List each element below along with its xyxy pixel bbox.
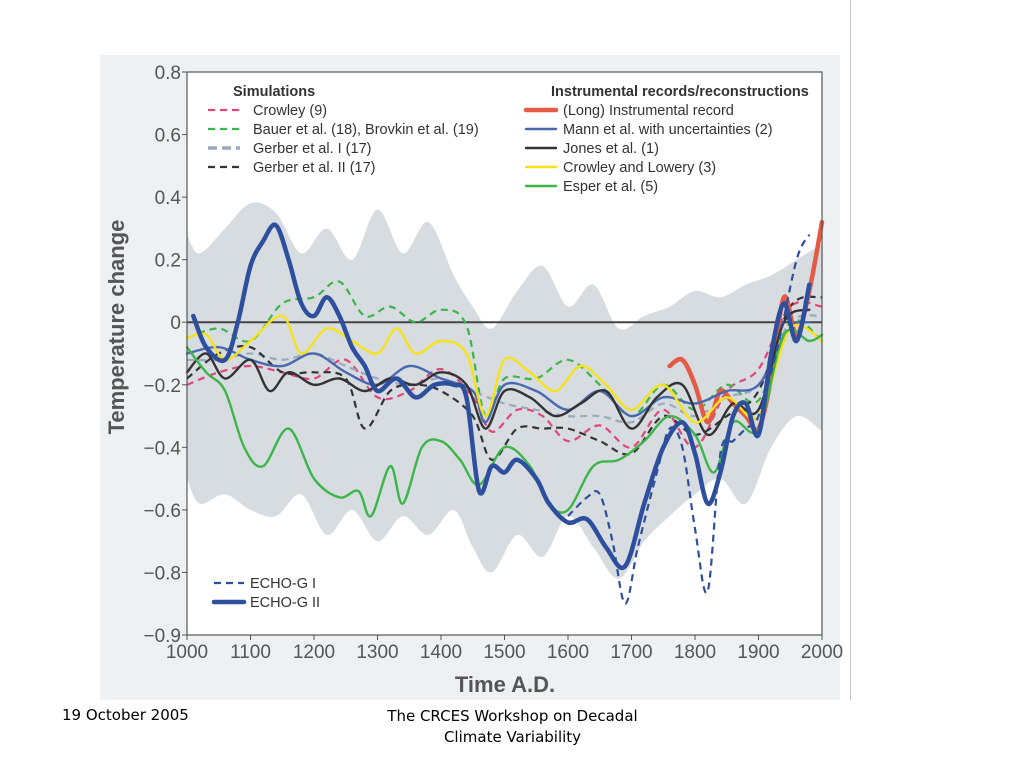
y-axis-label: Temperature change — [104, 220, 129, 435]
legend-label-crowley-and-lowery-3: Crowley and Lowery (3) — [563, 160, 716, 176]
x-tick-label: 1100 — [230, 642, 271, 663]
x-tick-label: 1700 — [610, 642, 652, 663]
series-line-echo-g-i — [567, 234, 811, 605]
y-tick-label: 0.8 — [155, 63, 181, 84]
x-tick-label: 1900 — [737, 642, 779, 663]
series-line-long-instrumental-record — [667, 219, 825, 433]
x-axis-label: Time A.D. — [455, 672, 555, 697]
x-tick-label: 2000 — [801, 642, 843, 663]
series-line-crowley-and-lowery-3 — [185, 314, 824, 424]
slide-divider — [850, 0, 851, 700]
series-line-echo-g-ii — [191, 222, 812, 571]
y-tick-label: 0.6 — [155, 126, 181, 147]
legend-label-echo-g-i: ECHO-G I — [250, 576, 316, 592]
legend-label-gerber-et-al-ii-17: Gerber et al. II (17) — [253, 160, 376, 176]
x-tick-label: 1200 — [293, 642, 335, 663]
y-tick-label: −0.2 — [143, 376, 181, 397]
temperature-chart: 1000 1100 1200 1300 1400 1500 1600 1700 1800 1900… — [100, 55, 843, 700]
x-tick-label: 1400 — [420, 642, 462, 663]
y-tick-label: 0.4 — [155, 188, 182, 209]
legend-label-esper-et-al-5: Esper et al. (5) — [563, 179, 658, 195]
x-tick-label: 1300 — [356, 642, 398, 663]
series-line-jones-et-al-1 — [185, 308, 811, 437]
x-tick-label: 1600 — [547, 642, 589, 663]
legend-title: Simulations — [233, 84, 315, 100]
y-tick-label: −0.8 — [143, 563, 181, 584]
series-line-gerber-et-al-ii-17 — [186, 295, 823, 461]
legend-title: Instrumental records/reconstructions — [551, 84, 809, 100]
legend-label-bauer-et-al-18-brovkin-et-al-19: Bauer et al. (18), Brovkin et al. (19) — [253, 122, 479, 138]
y-tick-label: 0 — [170, 313, 181, 334]
y-tick-label: −0.9 — [143, 626, 181, 647]
footer-date: 19 October 2005 — [62, 706, 189, 724]
series-line-mann-et-al-with-uncertainties-2 — [185, 320, 811, 424]
legend-label-jones-et-al-1: Jones et al. (1) — [563, 141, 659, 157]
legend-label-echo-g-ii: ECHO-G II — [250, 595, 320, 611]
legend-label-crowley-9: Crowley (9) — [253, 103, 327, 119]
x-tick-label: 1500 — [483, 642, 525, 663]
x-tick-label: 1800 — [674, 642, 716, 663]
y-tick-label: 0.2 — [155, 251, 181, 272]
x-tick-label: 1000 — [166, 642, 208, 663]
legend-label-long-instrumental-record: (Long) Instrumental record — [563, 103, 734, 119]
footer-title: The CRCES Workshop on Decadal Climate Va… — [387, 707, 638, 746]
series-line-crowley-9 — [186, 300, 823, 449]
y-tick-label: −0.4 — [143, 438, 181, 459]
series-line-gerber-et-al-i-17 — [186, 314, 823, 424]
legend-label-mann-et-al-with-uncertainties-2: Mann et al. with uncertainties (2) — [563, 122, 773, 138]
legend-label-gerber-et-al-i-17: Gerber et al. I (17) — [253, 141, 371, 157]
y-tick-label: −0.6 — [143, 501, 181, 522]
